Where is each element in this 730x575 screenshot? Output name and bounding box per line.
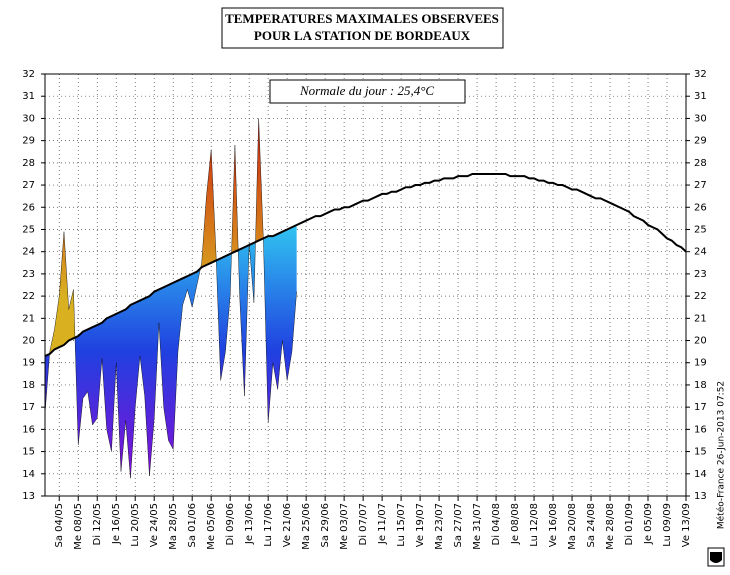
x-tick-label: Ma 20/08	[567, 503, 578, 550]
x-tick-label: Je 13/06	[244, 503, 255, 545]
x-tick-label: Di 01/09	[624, 503, 635, 545]
y2-tick-label: 31	[694, 91, 707, 102]
y2-tick-label: 23	[694, 269, 707, 280]
y2-tick-label: 16	[694, 424, 707, 435]
y2-tick-label: 20	[694, 336, 707, 347]
logo-mark	[710, 552, 722, 563]
y2-tick-label: 13	[694, 491, 707, 502]
x-tick-label: Ma 25/06	[301, 503, 312, 550]
y2-tick-label: 26	[694, 202, 707, 213]
chart-title: TEMPERATURES MAXIMALES OBSERVEES	[225, 11, 499, 26]
y2-tick-label: 30	[694, 113, 707, 124]
y2-tick-label: 21	[694, 313, 707, 324]
x-tick-label: Sa 24/08	[586, 503, 597, 547]
x-tick-label: Je 08/08	[510, 503, 521, 545]
y-tick-label: 23	[22, 269, 35, 280]
y2-tick-label: 29	[694, 136, 707, 147]
y2-tick-label: 27	[694, 180, 707, 191]
plot-area: 13 13 14 14 15 15 16 16 17 17 18 18 19 19 20 20 21 21 22 22…	[22, 69, 706, 550]
x-tick-label: Lu 09/09	[662, 503, 673, 547]
y-tick-label: 14	[22, 469, 35, 480]
y2-tick-label: 15	[694, 447, 707, 458]
x-tick-label: Ve 16/08	[548, 503, 559, 547]
y-tick-label: 29	[22, 136, 35, 147]
x-tick-label: Sa 04/05	[54, 503, 65, 547]
y-tick-label: 16	[22, 424, 35, 435]
y-tick-label: 13	[22, 491, 35, 502]
plot-background	[45, 74, 686, 496]
x-tick-label: Sa 27/07	[453, 503, 464, 547]
y2-tick-label: 24	[694, 247, 707, 258]
y-tick-label: 24	[22, 247, 35, 258]
x-tick-label: Di 09/06	[225, 503, 236, 545]
y2-tick-label: 17	[694, 402, 707, 413]
y-tick-label: 19	[22, 358, 35, 369]
x-tick-label: Je 16/05	[111, 503, 122, 545]
x-tick-label: Me 03/07	[339, 503, 350, 550]
y-tick-label: 22	[22, 291, 35, 302]
x-tick-label: Lu 12/08	[529, 503, 540, 547]
y-tick-label: 17	[22, 402, 35, 413]
x-tick-label: Lu 20/05	[130, 503, 141, 547]
x-tick-label: Sa 29/06	[320, 503, 331, 547]
chart-subtitle: POUR LA STATION DE BORDEAUX	[254, 28, 471, 43]
y-tick-label: 28	[22, 158, 35, 169]
y-tick-label: 25	[22, 224, 35, 235]
y-tick-label: 21	[22, 313, 35, 324]
x-tick-label: Me 31/07	[472, 503, 483, 550]
y-tick-label: 30	[22, 113, 35, 124]
y-tick-label: 18	[22, 380, 35, 391]
x-tick-label: Di 07/07	[358, 503, 369, 545]
x-tick-label: Sa 01/06	[187, 503, 198, 547]
y-tick-label: 31	[22, 91, 35, 102]
normal-line	[44, 172, 687, 357]
y2-tick-label: 32	[694, 69, 707, 80]
x-tick-label: Di 12/05	[92, 503, 103, 545]
y2-tick-label: 14	[694, 469, 707, 480]
x-tick-label: Ve 13/09	[681, 503, 692, 547]
source: Météo-France 26-Jun-2013 07:52	[716, 381, 727, 529]
x-tick-label: Ve 21/06	[282, 503, 293, 547]
y-tick-label: 20	[22, 336, 35, 347]
annotation-box	[269, 79, 466, 104]
plot-frame	[44, 73, 687, 497]
x-tick-label: Je 05/09	[643, 503, 654, 545]
x-tick-label: Ve 19/07	[415, 503, 426, 547]
annotation: Normale du jour : 25,4°C	[299, 83, 434, 98]
y2-tick-label: 18	[694, 380, 707, 391]
x-tick-label: Me 08/05	[73, 503, 84, 550]
x-tick-label: Me 28/08	[605, 503, 616, 550]
y2-tick-label: 22	[694, 291, 707, 302]
x-tick-label: Je 11/07	[377, 503, 388, 545]
y-tick-label: 15	[22, 447, 35, 458]
observed-outline	[44, 118, 297, 479]
title-box	[221, 7, 504, 49]
y2-tick-label: 19	[694, 358, 707, 369]
x-tick-label: Lu 15/07	[396, 503, 407, 547]
x-tick-label: Me 05/06	[206, 503, 217, 550]
x-tick-label: Ma 23/07	[434, 503, 445, 550]
y2-tick-label: 28	[694, 158, 707, 169]
x-tick-label: Lu 17/06	[263, 503, 274, 547]
y2-tick-label: 25	[694, 224, 707, 235]
x-tick-label: Ve 24/05	[149, 503, 160, 547]
y-tick-label: 27	[22, 180, 35, 191]
x-tick-label: Di 04/08	[491, 503, 502, 545]
y-tick-label: 26	[22, 202, 35, 213]
x-tick-label: Ma 28/05	[168, 503, 179, 550]
y-tick-label: 32	[22, 69, 35, 80]
